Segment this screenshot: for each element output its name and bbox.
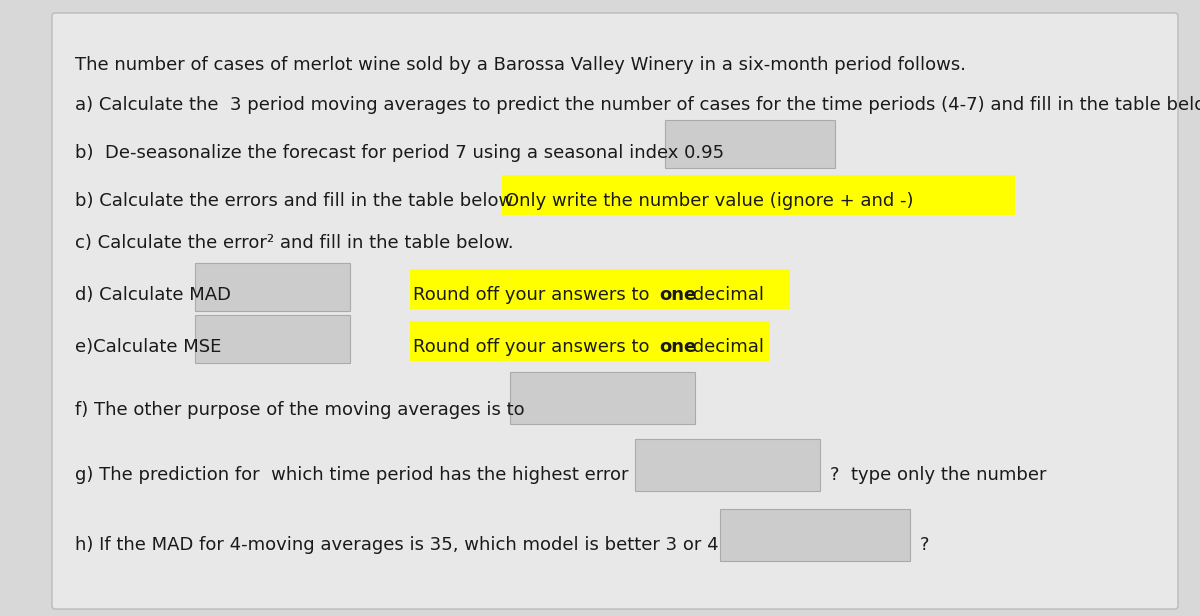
- Text: h) If the MAD for 4-moving averages is 35, which model is better 3 or 4: h) If the MAD for 4-moving averages is 3…: [74, 536, 719, 554]
- FancyBboxPatch shape: [510, 372, 695, 424]
- FancyBboxPatch shape: [194, 315, 350, 363]
- Text: one: one: [659, 286, 696, 304]
- Text: d) Calculate MAD: d) Calculate MAD: [74, 286, 230, 304]
- Text: g) The prediction for  which time period has the highest error: g) The prediction for which time period …: [74, 466, 629, 484]
- FancyBboxPatch shape: [720, 509, 910, 561]
- Text: Only write the number value (ignore + and -): Only write the number value (ignore + an…: [505, 192, 913, 210]
- Text: b) Calculate the errors and fill in the table below: b) Calculate the errors and fill in the …: [74, 192, 514, 210]
- Bar: [410, 269, 790, 309]
- FancyBboxPatch shape: [665, 120, 835, 168]
- Text: one: one: [659, 338, 696, 356]
- Bar: [502, 175, 1015, 215]
- FancyBboxPatch shape: [635, 439, 820, 491]
- Text: decimal: decimal: [686, 286, 764, 304]
- Text: a) Calculate the  3 period moving averages to predict the number of cases for th: a) Calculate the 3 period moving average…: [74, 96, 1200, 114]
- Text: c) Calculate the error² and fill in the table below.: c) Calculate the error² and fill in the …: [74, 234, 514, 252]
- Bar: [410, 321, 770, 361]
- Text: ?: ?: [920, 536, 930, 554]
- Text: The number of cases of merlot wine sold by a Barossa Valley Winery in a six-mont: The number of cases of merlot wine sold …: [74, 56, 966, 74]
- Text: decimal: decimal: [686, 338, 764, 356]
- Text: Round off your answers to: Round off your answers to: [413, 338, 655, 356]
- FancyBboxPatch shape: [52, 13, 1178, 609]
- Text: b)  De-seasonalize the forecast for period 7 using a seasonal index 0.95: b) De-seasonalize the forecast for perio…: [74, 144, 724, 162]
- Text: e)Calculate MSE: e)Calculate MSE: [74, 338, 221, 356]
- Text: Round off your answers to: Round off your answers to: [413, 286, 655, 304]
- Text: f) The other purpose of the moving averages is to: f) The other purpose of the moving avera…: [74, 401, 524, 419]
- Text: ?  type only the number: ? type only the number: [830, 466, 1046, 484]
- FancyBboxPatch shape: [194, 263, 350, 311]
